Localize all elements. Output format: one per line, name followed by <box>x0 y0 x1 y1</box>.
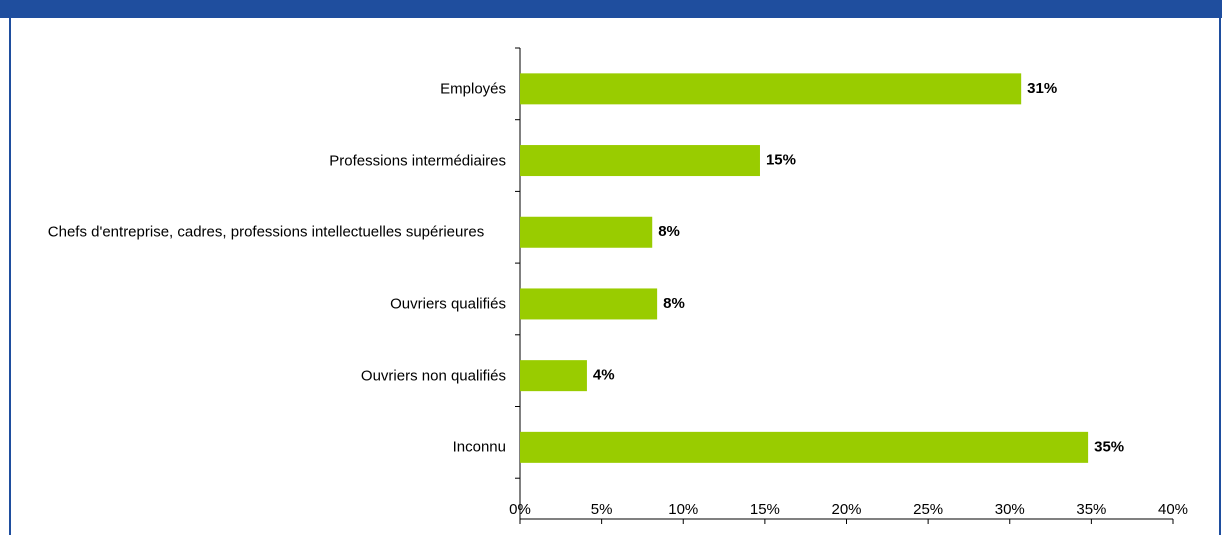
data-label: 4% <box>593 367 615 384</box>
bar <box>520 431 1089 463</box>
x-tick-label: 10% <box>668 501 698 518</box>
bar <box>520 288 658 320</box>
bar <box>520 360 587 392</box>
y-tick-label: Ouvriers non qualifiés <box>360 367 506 385</box>
y-tick-label: Chefs d'entreprise, cadres, professions … <box>47 223 485 241</box>
x-tick-label: 30% <box>995 501 1025 518</box>
data-label: 35% <box>1094 438 1124 455</box>
data-label: 31% <box>1027 80 1057 97</box>
y-tick-label: Professions intermédiaires <box>329 152 506 170</box>
x-tick-label: 25% <box>913 501 943 518</box>
frame-left <box>9 0 11 535</box>
frame-right <box>1219 0 1221 535</box>
bar <box>520 73 1022 105</box>
bar <box>520 145 760 177</box>
bar <box>520 216 653 248</box>
x-tick-label: 15% <box>750 501 780 518</box>
data-label: 8% <box>658 223 680 240</box>
header-bar <box>0 0 1222 18</box>
x-tick-label: 40% <box>1158 501 1188 518</box>
x-tick-label: 5% <box>591 501 613 518</box>
y-tick-label: Inconnu <box>452 438 506 456</box>
x-tick-label: 20% <box>831 501 861 518</box>
x-tick-label: 35% <box>1076 501 1106 518</box>
data-label: 8% <box>663 295 685 312</box>
y-tick-label: Employés <box>440 80 506 98</box>
x-tick-label: 0% <box>509 501 531 518</box>
y-tick-label: Ouvriers qualifiés <box>390 295 506 313</box>
data-label: 15% <box>766 152 796 169</box>
